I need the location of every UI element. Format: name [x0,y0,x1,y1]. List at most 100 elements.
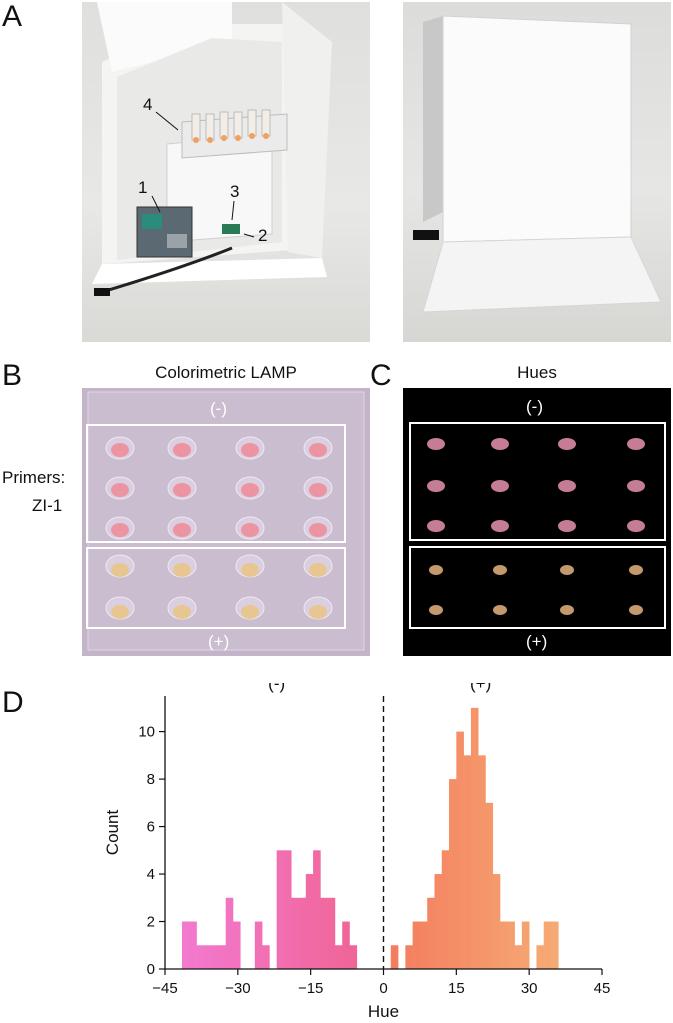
histogram-bar [283,850,292,969]
histogram-bar [551,921,559,969]
positive-sample-spot [111,605,129,619]
positive-sample-spot [173,605,191,619]
histogram-bar [485,802,494,969]
mask-negative-spot [558,438,576,450]
histogram-bar [405,945,413,969]
mask-positive-spot [629,565,643,575]
y-tick-label: 2 [147,914,155,931]
mask-positive-spot [560,605,574,615]
histogram-bar [427,897,435,969]
panel-d-letter: D [2,686,24,719]
mask-negative-spot [427,480,445,492]
x-tick-label: 30 [521,980,538,997]
positive-sample-spot [309,605,327,619]
mask-positive-spot [429,565,443,575]
negative-sample-spot [173,523,191,537]
histogram-bar [254,921,263,969]
negative-sample-spot [241,483,259,497]
mask-negative-spot [627,480,645,492]
mask-negative-spot [491,520,509,532]
mask-negative-spot [427,520,445,532]
histogram-bar [419,921,428,969]
histogram-bar [232,921,241,969]
histogram-annotation: (+) [470,683,491,693]
positive-sample-spot [111,563,129,577]
histogram-bar [203,945,212,969]
negative-sample-spot [173,443,191,457]
histogram-bar [305,874,314,969]
histogram-bar [196,945,205,969]
negative-sample-spot [111,483,129,497]
histogram-bar [225,897,234,969]
histogram-bar [492,874,501,969]
mask-negative-spot [491,438,509,450]
primer-name-label: ZI-1 [32,496,63,515]
mask-positive-spot [493,565,507,575]
mask-negative-spot [558,520,576,532]
histogram-bar [313,850,321,969]
mask-positive-spot [493,605,507,615]
histogram-bar [434,874,443,969]
mask-positive-spot [629,605,643,615]
y-tick-label: 8 [147,771,155,788]
mask-negative-box [409,422,666,541]
positive-sample-spot [309,563,327,577]
histogram-bar [390,945,399,969]
y-tick-label: 6 [147,819,155,836]
histogram-bar [478,755,486,969]
histogram-bar [521,921,530,969]
panel-c-letter: C [370,359,392,392]
histogram-bar [536,945,545,969]
histogram-bar [211,945,219,969]
positive-region-box [86,547,346,629]
mask-positive-spot [429,605,443,615]
histogram-bar [291,897,299,969]
y-tick-label: 4 [147,866,155,883]
histogram-annotation: (-) [268,683,285,693]
hue-mask-image: (-) (+) [403,388,671,656]
y-tick-label: 0 [147,961,155,978]
positive-sample-spot [241,605,259,619]
histogram-bar [349,945,358,969]
panel-c-title: Hues [517,363,557,382]
mask-positive-box [409,546,666,629]
negative-sample-spot [309,483,327,497]
panel-a-letter: A [2,0,23,33]
histogram-bar [456,731,464,969]
histogram-bar [327,897,336,969]
panel-b-title: Colorimetric LAMP [155,363,297,382]
mask-negative-spot [427,438,445,450]
photo-imaging-box-open: 1 2 3 4 [82,2,370,342]
mask-positive-label: (+) [526,632,548,651]
x-tick-label: −15 [298,980,323,997]
negative-sample-spot [173,483,191,497]
mask-negative-spot [627,438,645,450]
x-tick-label: 45 [594,980,611,997]
y-tick-label: 10 [138,724,155,741]
callout-label-2: 2 [258,226,268,245]
histogram-bar [189,921,197,969]
x-tick-label: 15 [448,980,465,997]
histogram-bar [218,945,226,969]
callout-label-1: 1 [138,178,148,197]
negative-sample-spot [241,443,259,457]
plate-negative-label: (-) [210,399,227,418]
histogram-bar [334,945,343,969]
negative-sample-spot [309,523,327,537]
positive-sample-spot [241,563,259,577]
negative-region-box [86,424,346,543]
mask-positive-spot [560,565,574,575]
mask-negative-spot [491,480,509,492]
mask-negative-spot [558,480,576,492]
negative-sample-spot [309,443,327,457]
histogram-bar [412,921,421,969]
x-axis-label: Hue [368,1002,399,1021]
positive-sample-spot [173,563,191,577]
y-axis-label: Count [103,810,122,856]
histogram-bar [181,921,190,969]
negative-sample-spot [111,523,129,537]
histogram-bar [276,850,285,969]
mask-negative-label: (-) [526,397,543,416]
histogram-bar [441,850,450,969]
